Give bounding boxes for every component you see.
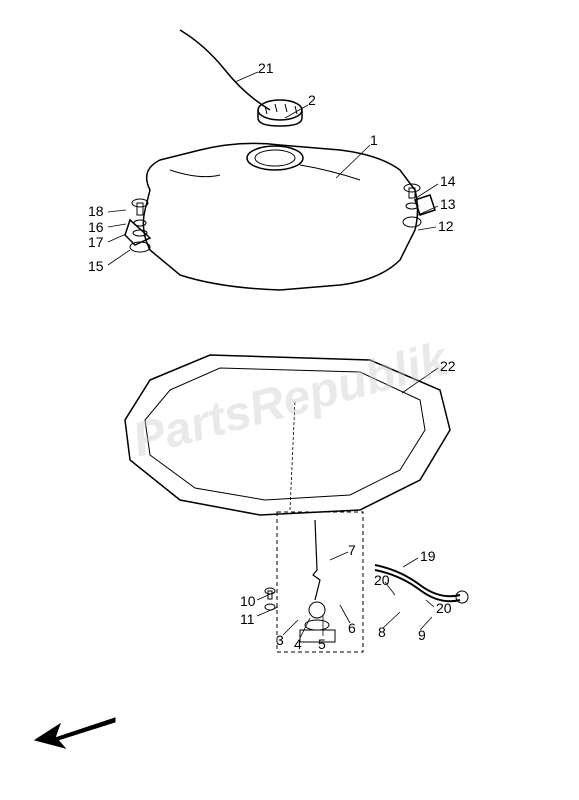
callout-9: 9 — [418, 627, 426, 643]
fuel-tank-diagram: 1 2 3 4 5 6 7 8 9 10 11 12 13 14 15 16 1… — [0, 0, 579, 800]
callout-3: 3 — [276, 632, 284, 648]
direction-arrow — [30, 710, 120, 750]
callout-16: 16 — [88, 219, 104, 235]
callout-22: 22 — [440, 358, 456, 374]
callout-12: 12 — [438, 218, 454, 234]
callout-14: 14 — [440, 173, 456, 189]
callout-15: 15 — [88, 258, 104, 274]
callout-6: 6 — [348, 620, 356, 636]
callout-11: 11 — [240, 611, 255, 627]
callout-5: 5 — [318, 636, 326, 652]
callout-21: 21 — [258, 60, 274, 76]
callout-20b: 20 — [436, 600, 452, 616]
callout-2: 2 — [308, 92, 316, 108]
callout-8: 8 — [378, 624, 386, 640]
callout-10: 10 — [240, 593, 256, 609]
callout-13: 13 — [440, 196, 456, 212]
callout-7: 7 — [348, 542, 356, 558]
callout-4: 4 — [294, 636, 302, 652]
callout-18: 18 — [88, 203, 104, 219]
callout-17: 17 — [88, 234, 104, 250]
callout-19: 19 — [420, 548, 436, 564]
leader-lines — [0, 0, 579, 800]
callout-1: 1 — [370, 132, 378, 148]
callout-20: 20 — [374, 572, 390, 588]
